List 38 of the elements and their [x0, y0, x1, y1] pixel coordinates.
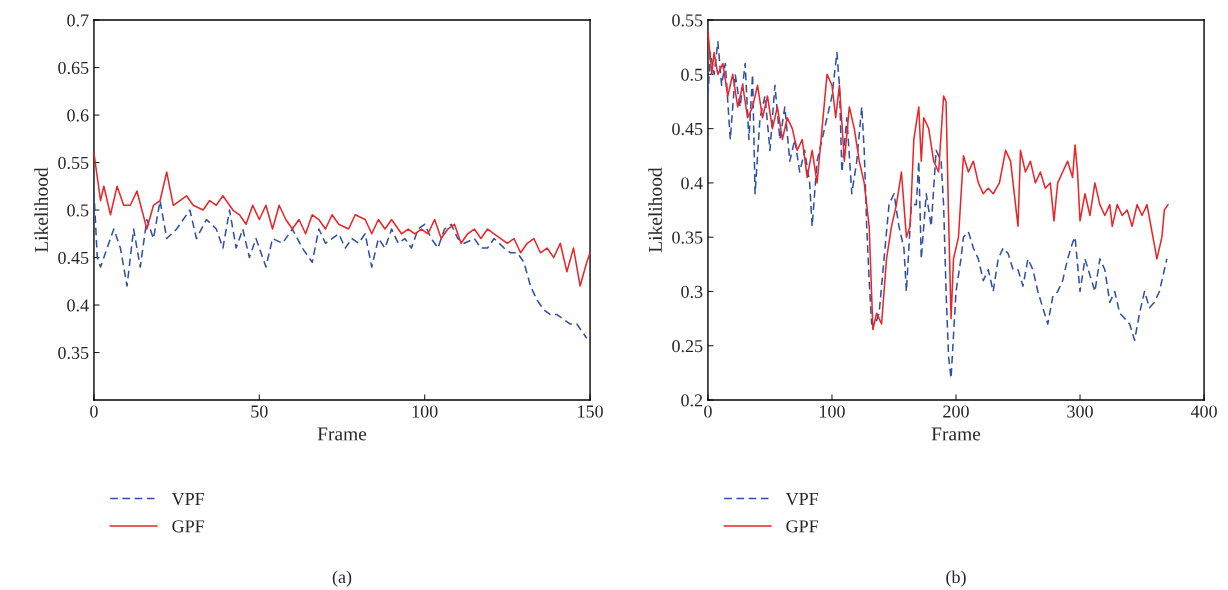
legend-label: GPF — [172, 520, 205, 533]
y-tick-label: 0.45 — [58, 251, 89, 265]
y-tick-label: 0.55 — [672, 14, 703, 27]
legend-label: GPF — [786, 520, 819, 533]
y-tick-label: 0.45 — [672, 122, 703, 136]
y-tick-label: 0.2 — [681, 394, 703, 407]
y-tick-label: 0.5 — [67, 204, 89, 217]
x-axis-title: Frame — [931, 427, 981, 441]
x-tick-label: 300 — [1067, 405, 1093, 418]
x-tick-label: 200 — [943, 405, 969, 418]
y-tick-label: 0.4 — [67, 299, 89, 312]
y-axis-title: Likelihood — [648, 167, 662, 253]
y-tick-label: 0.5 — [681, 68, 703, 81]
y-tick-label: 0.4 — [681, 177, 703, 190]
line-series — [707, 30, 1169, 331]
x-tick-label: 100 — [820, 405, 845, 418]
x-tick-label: 100 — [412, 405, 438, 418]
y-axis-title: Likelihood — [34, 167, 48, 253]
y-tick-label: 0.6 — [67, 109, 89, 122]
y-tick-label: 0.55 — [58, 156, 89, 170]
legend-label: VPF — [171, 493, 205, 506]
y-tick-label: 0.7 — [67, 14, 89, 27]
x-tick-label: 50 — [251, 405, 268, 418]
y-tick-label: 0.25 — [672, 340, 703, 353]
y-tick-label: 0.35 — [672, 231, 703, 244]
y-tick-label: 0.35 — [58, 346, 89, 360]
x-tick-label: 0 — [90, 405, 98, 418]
line-series — [93, 152, 591, 287]
text: (a) — [332, 570, 352, 587]
x-tick-label: 400 — [1190, 405, 1217, 418]
legend-label: VPF — [785, 493, 819, 506]
y-tick-label: 0.3 — [681, 285, 703, 298]
y-tick-label: 0.65 — [58, 61, 89, 75]
x-axis-title: Frame — [317, 427, 367, 441]
line-series — [93, 190, 588, 340]
x-tick-label: 150 — [578, 405, 603, 418]
x-tick-label: 0 — [704, 405, 712, 418]
text: (b) — [946, 570, 966, 587]
